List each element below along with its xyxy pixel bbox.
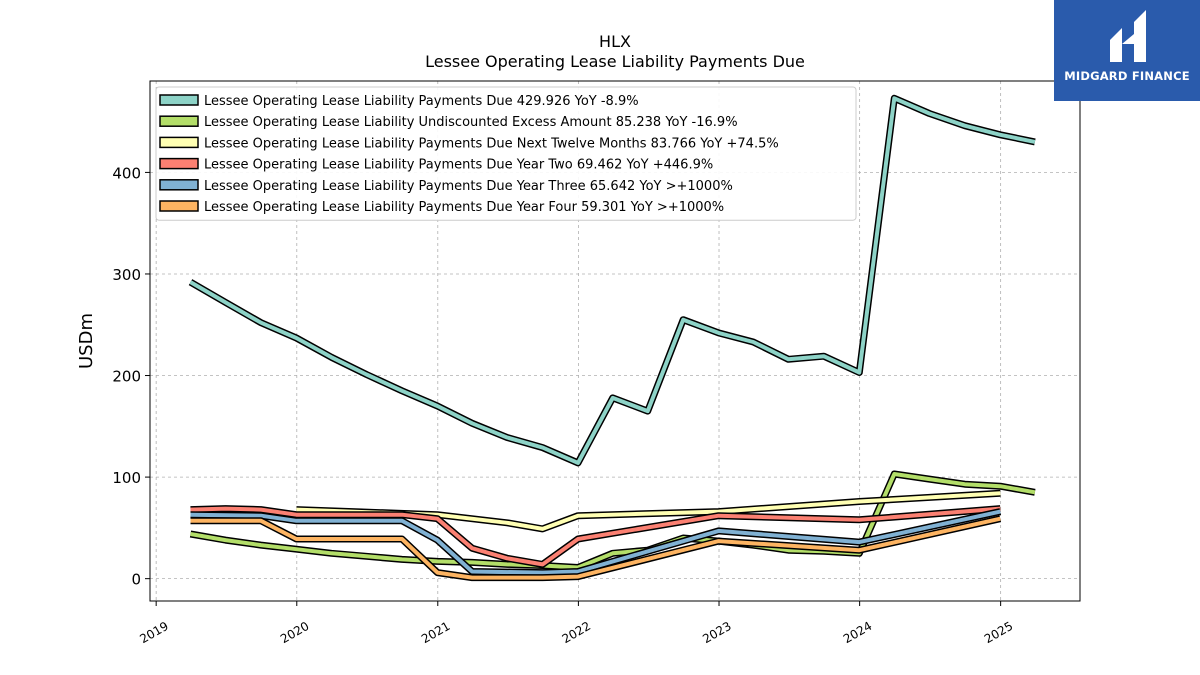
x-tick-label: 2019: [137, 619, 170, 646]
legend-label: Lessee Operating Lease Liability Payment…: [204, 94, 639, 109]
chart-title: HLX: [599, 32, 631, 51]
series-1: [188, 94, 1036, 467]
legend-label: Lessee Operating Lease Liability Payment…: [204, 200, 724, 215]
series-6: [190, 515, 1002, 582]
y-tick-label: 0: [131, 571, 141, 589]
legend-entry: Lessee Operating Lease Liability Payment…: [159, 200, 724, 215]
plot-frame: [149, 80, 1081, 602]
series-line: [190, 472, 1036, 570]
legend-box: [155, 86, 857, 221]
series-line: [190, 509, 1001, 575]
series-line: [190, 506, 1001, 567]
x-tick-label: 2023: [700, 619, 733, 646]
x-tick-label: 2021: [419, 619, 452, 646]
x-tick-label: 2025: [982, 619, 1015, 646]
series-line: [296, 491, 1001, 531]
legend-label: Lessee Operating Lease Liability Payment…: [204, 136, 779, 151]
legend-entry: Lessee Operating Lease Liability Payment…: [159, 179, 733, 194]
series-2: [189, 470, 1036, 571]
legend-swatch: [159, 179, 199, 191]
legend-entry: Lessee Operating Lease Liability Payment…: [159, 94, 639, 109]
chart-subtitle: Lessee Operating Lease Liability Payment…: [425, 52, 805, 71]
y-tick-label: 300: [112, 266, 141, 284]
y-tick-label: 200: [112, 368, 141, 386]
legend-swatch: [159, 115, 199, 127]
y-axis-label: USDm: [76, 313, 97, 369]
series-line: [189, 96, 1036, 465]
series-5: [190, 508, 1002, 577]
legend-label: Lessee Operating Lease Liability Payment…: [204, 158, 713, 173]
legend-swatch: [159, 200, 199, 212]
brand-logo: MIDGARD FINANCE: [1054, 0, 1200, 101]
legend-swatch: [159, 136, 199, 149]
legend-swatch: [159, 94, 199, 106]
x-tick-label: 2020: [278, 619, 311, 646]
legend-entry: Lessee Operating Lease Liability Payment…: [159, 136, 779, 151]
series-line: [190, 516, 1001, 580]
series-4: [190, 505, 1001, 568]
legend-label: Lessee Operating Lease Liability Payment…: [204, 179, 733, 194]
legend: Lessee Operating Lease Liability Payment…: [155, 86, 857, 221]
series-3: [296, 489, 1001, 533]
legend-label: Lessee Operating Lease Liability Undisco…: [204, 115, 738, 130]
x-tick-label: 2022: [560, 619, 593, 646]
legend-entry: Lessee Operating Lease Liability Undisco…: [159, 115, 738, 130]
series-layer: [188, 94, 1036, 582]
y-tick-label: 400: [112, 164, 141, 182]
logo-text: MIDGARD FINANCE: [1064, 69, 1190, 83]
legend-swatch: [159, 157, 199, 170]
legend-entry: Lessee Operating Lease Liability Payment…: [159, 157, 713, 173]
y-tick-label: 100: [112, 469, 141, 487]
x-tick-label: 2024: [841, 619, 874, 646]
logo-mark-icon: [1110, 10, 1146, 62]
